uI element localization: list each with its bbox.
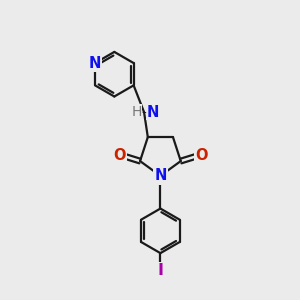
Text: H: H [131, 105, 142, 119]
Text: -: - [142, 106, 146, 118]
Text: N: N [146, 105, 159, 120]
Text: N: N [89, 56, 101, 70]
Text: O: O [195, 148, 208, 163]
Text: I: I [158, 263, 164, 278]
Text: N: N [154, 168, 167, 183]
Text: O: O [113, 148, 125, 163]
